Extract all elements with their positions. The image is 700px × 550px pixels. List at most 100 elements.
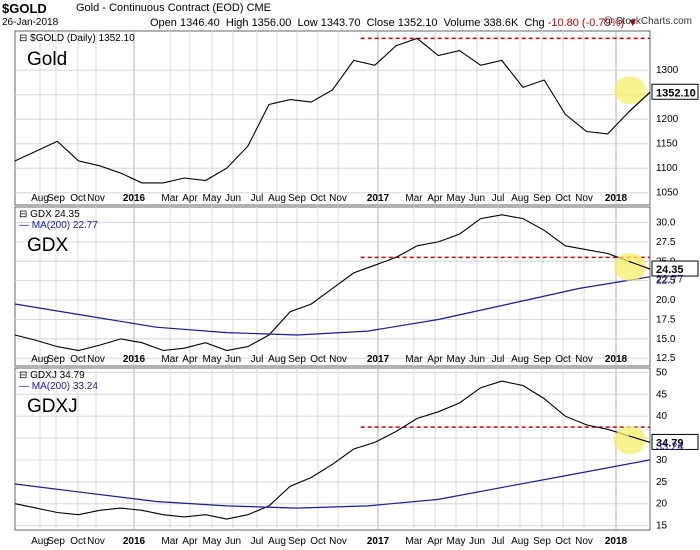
x-tick-label: Nov: [575, 193, 593, 204]
last-value-tag: 34.79: [656, 437, 684, 449]
y-tick-label: 12.5: [656, 353, 676, 364]
y-tick-label: 1150: [656, 139, 678, 150]
x-tick-label: Sep: [533, 536, 551, 547]
x-tick-label: Aug: [31, 354, 49, 365]
y-tick-label: 15.0: [656, 334, 676, 345]
x-tick-label: Mar: [161, 193, 179, 204]
x-tick-label: 2016: [123, 193, 146, 204]
x-tick-label: May: [447, 536, 466, 547]
x-tick-label: Mar: [405, 193, 423, 204]
x-tick-label: Jul: [251, 536, 264, 547]
symbol-description: Gold - Continuous Contract (EOD) CME: [76, 2, 272, 14]
x-tick-label: Jul: [251, 354, 264, 365]
x-tick-label: Jul: [492, 354, 505, 365]
x-tick-label: Jun: [469, 354, 485, 365]
panel-frame: [14, 367, 651, 531]
volume-value: 338.6K: [483, 17, 519, 29]
x-tick-label: Jun: [469, 536, 485, 547]
close-value: 1352.10: [397, 17, 438, 29]
x-tick-label: Apr: [427, 354, 443, 365]
x-tick-label: Aug: [511, 536, 529, 547]
chg-value: -10.80 (-0.79%): [547, 17, 625, 29]
x-tick-label: Jun: [225, 193, 241, 204]
x-tick-label: 2018: [605, 354, 628, 365]
price-line-tail: [628, 260, 651, 270]
chg-label: Chg: [524, 17, 545, 29]
x-tick-label: Aug: [268, 354, 286, 365]
x-tick-label: May: [447, 193, 466, 204]
y-tick-label: 1050: [656, 188, 679, 199]
panel-legend: ⊟ $GOLD (Daily) 1352.10: [19, 33, 135, 44]
x-tick-label: Mar: [405, 536, 423, 547]
x-tick-label: Oct: [310, 193, 326, 204]
x-tick-label: 2017: [367, 536, 390, 547]
x-tick-label: Sep: [288, 536, 306, 547]
x-tick-label: Nov: [87, 193, 105, 204]
panel-frame: [14, 30, 651, 206]
x-tick-label: 2017: [367, 193, 390, 204]
highlight-circle: [614, 426, 646, 455]
x-tick-label: Apr: [182, 536, 198, 547]
price-line: [14, 380, 651, 520]
price-line-tail: [628, 435, 651, 443]
x-tick-label: Apr: [427, 193, 443, 204]
x-tick-label: Sep: [47, 536, 65, 547]
panel-title: GDXJ: [27, 396, 78, 417]
x-tick-label: Apr: [427, 536, 443, 547]
x-tick-label: Aug: [268, 193, 286, 204]
x-tick-label: Aug: [511, 193, 529, 204]
x-tick-label: Mar: [161, 536, 179, 547]
x-tick-label: 2018: [605, 193, 628, 204]
ma-value-tag: 33.24: [656, 441, 684, 453]
volume-label: Volume: [443, 17, 481, 29]
x-tick-label: Jul: [492, 193, 505, 204]
x-tick-label: Nov: [575, 536, 593, 547]
x-tick-label: Nov: [329, 536, 347, 547]
x-tick-label: 2016: [123, 536, 146, 547]
y-tick-label: 15: [656, 521, 668, 532]
ohlc-bar: Open 1346.40 High 1356.00 Low 1343.70 Cl…: [150, 17, 638, 29]
x-tick-label: Oct: [310, 536, 326, 547]
x-tick-label: Oct: [555, 193, 571, 204]
price-line-tail: [628, 91, 651, 113]
y-tick-label: 25: [656, 477, 668, 488]
price-line: [14, 37, 651, 184]
ma-line: [14, 276, 651, 336]
y-tick-label: 1100: [656, 163, 678, 174]
panel-title: GDX: [27, 235, 69, 256]
panel-frame: [14, 206, 651, 367]
panel-title: Gold: [27, 49, 67, 70]
down-arrow-icon: ▼: [627, 17, 639, 29]
x-tick-label: Nov: [329, 354, 347, 365]
x-tick-label: Apr: [182, 354, 198, 365]
x-tick-label: 2016: [123, 354, 146, 365]
highlight-circle: [614, 253, 646, 282]
x-tick-label: Nov: [575, 354, 593, 365]
panel-legend: ⊟ GDX 24.35: [19, 209, 80, 220]
high-label: High: [225, 17, 249, 29]
watermark: @ StockCharts.com: [602, 16, 692, 27]
low-label: Low: [297, 17, 318, 29]
price-line: [14, 214, 651, 352]
x-tick-label: Nov: [87, 536, 105, 547]
y-tick-label: 1200: [656, 114, 679, 125]
panel-legend: ⊟ GDXJ 34.79: [19, 370, 85, 381]
low-value: 1343.70: [320, 17, 361, 29]
ma-legend: — MA(200) 22.77: [19, 220, 98, 231]
x-tick-label: Jun: [225, 354, 241, 365]
last-value-box: [651, 433, 699, 450]
y-tick-label: 20.0: [656, 295, 676, 306]
date-label: 26-Jan-2018: [2, 17, 59, 28]
symbol-title: $GOLD: [2, 1, 47, 16]
close-label: Close: [366, 17, 395, 29]
y-tick-label: 27.5: [656, 237, 676, 248]
y-tick-label: 30.0: [656, 218, 676, 229]
x-tick-label: Sep: [533, 354, 551, 365]
x-tick-label: Oct: [70, 354, 86, 365]
x-tick-label: Jun: [225, 536, 241, 547]
x-tick-label: Oct: [70, 193, 86, 204]
x-tick-label: Oct: [555, 536, 571, 547]
panel-gold: 1050110011501200125013001352.10⊟ $GOLD (…: [14, 30, 699, 206]
